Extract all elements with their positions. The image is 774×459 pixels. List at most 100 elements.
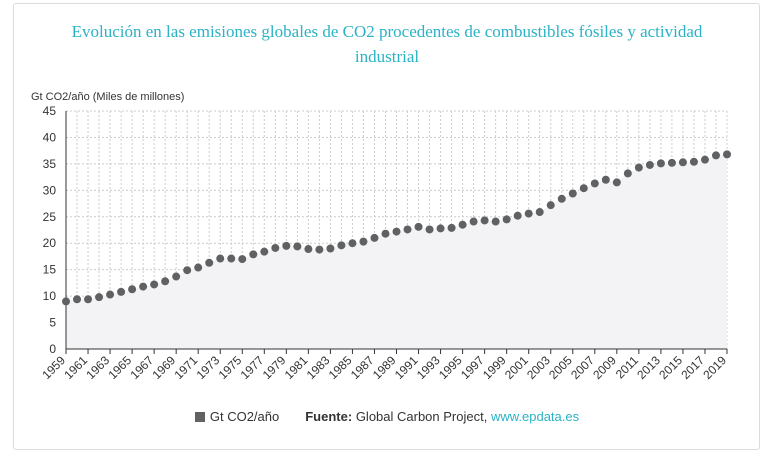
data-point[interactable] (249, 250, 258, 259)
data-point[interactable] (128, 285, 137, 294)
x-tick-label: 1971 (172, 353, 201, 382)
y-tick-label: 10 (43, 289, 57, 303)
data-point[interactable] (458, 220, 467, 229)
data-point[interactable] (348, 239, 357, 248)
legend: Gt CO2/año Fuente: Global Carbon Project,… (0, 409, 774, 424)
data-point[interactable] (315, 245, 324, 254)
data-point[interactable] (414, 222, 423, 231)
y-tick-label: 5 (49, 316, 56, 330)
x-tick-label: 2015 (656, 353, 685, 382)
data-point[interactable] (491, 217, 500, 226)
x-tick-label: 1999 (480, 353, 509, 382)
x-tick-label: 2003 (524, 353, 553, 382)
data-point[interactable] (304, 245, 313, 254)
y-axis-label: Gt CO2/año (Miles de millones) (31, 91, 184, 103)
data-point[interactable] (623, 169, 632, 178)
data-point[interactable] (62, 297, 70, 306)
data-point[interactable] (711, 151, 720, 160)
data-point[interactable] (590, 179, 599, 188)
x-tick-label: 1985 (326, 353, 355, 382)
data-point[interactable] (150, 280, 159, 289)
y-tick-label: 25 (43, 210, 57, 224)
data-point[interactable] (293, 242, 302, 251)
x-tick-label: 2005 (546, 353, 575, 382)
y-tick-label: 15 (43, 263, 57, 277)
data-point[interactable] (403, 225, 412, 234)
data-point[interactable] (205, 258, 214, 267)
data-point[interactable] (271, 243, 280, 252)
data-point[interactable] (106, 290, 115, 299)
data-point[interactable] (260, 247, 269, 256)
data-point[interactable] (480, 216, 489, 225)
data-point[interactable] (282, 241, 291, 250)
x-tick-label: 1993 (414, 353, 443, 382)
data-point[interactable] (425, 225, 434, 234)
data-point[interactable] (546, 201, 555, 210)
data-point[interactable] (634, 163, 643, 172)
data-point[interactable] (667, 158, 676, 167)
data-point[interactable] (689, 157, 698, 166)
data-point[interactable] (469, 217, 478, 226)
data-point[interactable] (678, 158, 687, 167)
data-point[interactable] (557, 194, 566, 203)
data-point[interactable] (524, 209, 533, 218)
data-point[interactable] (579, 184, 588, 193)
data-point[interactable] (216, 254, 225, 263)
x-tick-label: 1975 (216, 353, 245, 382)
data-point[interactable] (139, 282, 148, 291)
data-point[interactable] (568, 189, 577, 198)
legend-series-label: Gt CO2/año (209, 409, 280, 424)
x-tick-label: 1973 (194, 353, 223, 382)
data-point[interactable] (95, 293, 104, 302)
data-point[interactable] (656, 159, 665, 168)
x-tick-label: 1961 (61, 353, 90, 382)
data-point[interactable] (337, 241, 346, 250)
source-text: Global Carbon Project, (355, 409, 488, 424)
data-point[interactable] (73, 295, 82, 304)
x-tick-label: 2013 (634, 353, 663, 382)
y-tick-label: 45 (43, 104, 57, 118)
data-point[interactable] (238, 255, 247, 264)
data-point[interactable] (227, 254, 236, 263)
x-tick-label: 1967 (127, 353, 156, 382)
x-tick-label: 2011 (613, 353, 641, 381)
data-point[interactable] (447, 223, 456, 232)
data-point[interactable] (513, 211, 522, 220)
y-tick-label: 0 (49, 342, 56, 356)
x-tick-label: 1987 (348, 353, 377, 382)
data-point[interactable] (194, 263, 203, 272)
chart-title: Evolución en las emisiones globales de C… (0, 19, 774, 69)
x-tick-label: 1995 (436, 353, 465, 382)
data-point[interactable] (436, 224, 445, 233)
x-tick-label: 1997 (458, 353, 487, 382)
x-tick-label: 2017 (678, 353, 707, 382)
data-point[interactable] (370, 233, 379, 242)
data-point[interactable] (381, 229, 390, 238)
x-tick-label: 2001 (502, 353, 531, 382)
x-tick-label: 1981 (282, 353, 311, 382)
data-point[interactable] (161, 277, 170, 286)
x-tick-label: 1989 (370, 353, 399, 382)
data-point[interactable] (172, 272, 181, 281)
points-layer (62, 150, 731, 306)
data-point[interactable] (723, 150, 731, 159)
data-point[interactable] (392, 227, 401, 236)
data-point[interactable] (612, 178, 621, 187)
source-link[interactable]: www.epdata.es (490, 409, 580, 424)
y-tick-label: 40 (43, 130, 57, 144)
data-point[interactable] (183, 266, 192, 275)
data-point[interactable] (117, 287, 126, 296)
data-point[interactable] (645, 160, 654, 169)
data-point[interactable] (601, 175, 610, 184)
data-point[interactable] (84, 295, 93, 304)
data-point[interactable] (359, 237, 368, 246)
data-point[interactable] (326, 244, 335, 253)
x-tick-label: 1969 (150, 353, 179, 382)
data-point[interactable] (700, 155, 709, 164)
chart-title-line-1: Evolución en las emisiones globales de C… (71, 22, 703, 41)
x-tick-label: 1977 (238, 353, 267, 382)
data-point[interactable] (535, 208, 544, 217)
data-point[interactable] (502, 215, 511, 224)
axes-layer (65, 111, 728, 354)
